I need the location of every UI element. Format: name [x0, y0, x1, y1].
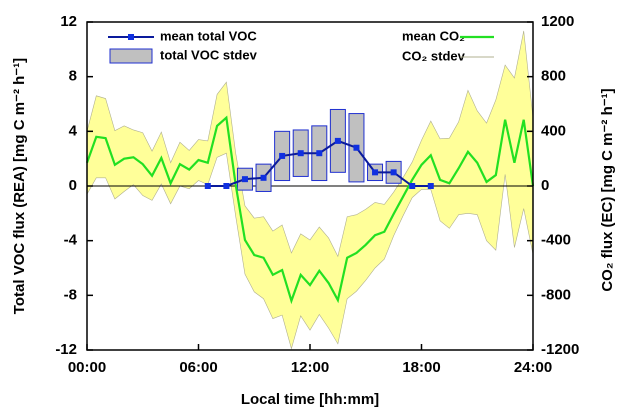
x-tick-label: 00:00 — [68, 359, 106, 376]
legend-label: mean CO₂ — [402, 28, 465, 43]
y-tick-label: -8 — [64, 286, 77, 303]
voc-marker — [316, 150, 323, 157]
voc-marker — [390, 169, 397, 176]
co2-line — [85, 115, 535, 305]
y2-tick-label: 0 — [541, 177, 549, 194]
co2-stdev-band — [86, 30, 534, 350]
y2-tick-label: -1200 — [541, 341, 579, 358]
voc-marker — [409, 183, 416, 189]
x-axis-label: Local time [hh:mm] — [241, 391, 379, 408]
legend-label: CO₂ stdev — [402, 48, 466, 63]
voc-marker — [223, 183, 230, 189]
voc-marker — [297, 150, 304, 157]
voc-marker — [241, 176, 248, 183]
voc-marker — [372, 169, 379, 176]
y2-tick-label: -400 — [541, 232, 571, 249]
y-tick-label: -12 — [55, 341, 77, 358]
legend-voc-marker — [128, 34, 134, 40]
y-tick-label: 4 — [69, 122, 78, 139]
y2-axis-label: CO₂ flux (EC) [mg C m⁻² h⁻¹] — [599, 88, 616, 291]
y-tick-label: 8 — [69, 68, 77, 85]
legend-label: total VOC stdev — [160, 47, 258, 62]
x-tick-label: 06:00 — [179, 359, 217, 376]
y2-tick-label: 400 — [541, 122, 566, 139]
legend-voc-box — [109, 48, 153, 64]
y2-tick-label: 800 — [541, 68, 566, 85]
voc-marker — [427, 183, 434, 189]
y2-tick-label: -800 — [541, 286, 571, 303]
y2-tick-label: 1200 — [541, 13, 574, 30]
voc-marker — [353, 144, 360, 151]
y-tick-label: -4 — [64, 232, 78, 249]
x-tick-label: 18:00 — [402, 359, 440, 376]
x-tick-label: 24:00 — [514, 359, 552, 376]
x-tick-label: 12:00 — [291, 359, 329, 376]
voc-marker — [260, 174, 267, 181]
y-tick-label: 0 — [69, 177, 77, 194]
voc-marker — [204, 183, 211, 189]
legend-label: mean total VOC — [160, 28, 257, 43]
voc-marker — [279, 152, 286, 159]
y-axis-label: Total VOC flux (REA) [mg C m⁻² h⁻¹] — [11, 58, 28, 314]
voc-marker — [334, 137, 341, 144]
y-tick-label: 12 — [60, 13, 77, 30]
